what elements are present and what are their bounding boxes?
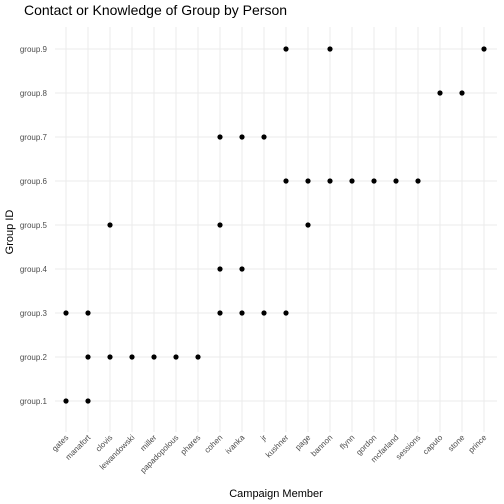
y-tick-label: group.9 bbox=[20, 45, 48, 54]
data-point bbox=[217, 266, 223, 272]
data-point bbox=[415, 178, 421, 184]
x-tick-label: bannon bbox=[309, 433, 334, 458]
data-point bbox=[261, 134, 267, 140]
x-tick-label: page bbox=[293, 433, 312, 452]
data-point bbox=[195, 354, 201, 360]
data-point bbox=[481, 46, 487, 52]
y-tick-label: group.5 bbox=[20, 221, 48, 230]
y-tick-label: group.1 bbox=[20, 397, 48, 406]
grid-lines bbox=[55, 27, 497, 432]
x-tick-label: kushner bbox=[264, 433, 291, 460]
data-point bbox=[63, 310, 69, 316]
x-tick-label: stone bbox=[446, 433, 467, 454]
data-point bbox=[371, 178, 377, 184]
data-point bbox=[327, 178, 333, 184]
data-point bbox=[63, 398, 69, 404]
x-tick-label: miller bbox=[139, 433, 159, 453]
y-tick-label: group.4 bbox=[20, 265, 48, 274]
y-tick-label: group.8 bbox=[20, 89, 48, 98]
y-tick-label: group.6 bbox=[20, 177, 48, 186]
data-point bbox=[85, 398, 91, 404]
data-point bbox=[349, 178, 355, 184]
data-point bbox=[327, 46, 333, 52]
data-point bbox=[283, 310, 289, 316]
x-axis-title: Campaign Member bbox=[229, 488, 323, 500]
x-tick-label: manafort bbox=[64, 433, 93, 462]
data-point bbox=[85, 310, 91, 316]
y-tick-labels: group.1 group.2 group.3 group.4 group.5 group… bbox=[20, 45, 48, 406]
x-tick-label: jr bbox=[258, 433, 268, 443]
data-point bbox=[305, 178, 311, 184]
x-tick-label: phares bbox=[179, 433, 203, 457]
data-point bbox=[261, 310, 267, 316]
data-point bbox=[459, 90, 465, 96]
data-point bbox=[305, 222, 311, 228]
data-point bbox=[283, 178, 289, 184]
y-tick-label: group.7 bbox=[20, 133, 48, 142]
data-point bbox=[437, 90, 443, 96]
y-tick-label: group.2 bbox=[20, 353, 48, 362]
y-axis-title: Group ID bbox=[4, 210, 16, 255]
x-tick-label: ivanka bbox=[224, 433, 247, 456]
data-point bbox=[129, 354, 135, 360]
data-point bbox=[107, 354, 113, 360]
x-tick-label: cohen bbox=[203, 433, 225, 455]
y-tick-label: group.3 bbox=[20, 309, 48, 318]
data-point bbox=[107, 222, 113, 228]
data-point bbox=[217, 134, 223, 140]
data-points bbox=[63, 46, 487, 404]
chart-title: Contact or Knowledge of Group by Person bbox=[24, 2, 287, 18]
data-point bbox=[217, 222, 223, 228]
x-tick-label: gates bbox=[50, 433, 70, 453]
x-tick-label: caputo bbox=[421, 433, 445, 457]
data-point bbox=[393, 178, 399, 184]
data-point bbox=[151, 354, 157, 360]
data-point bbox=[173, 354, 179, 360]
data-point bbox=[239, 134, 245, 140]
data-point bbox=[239, 266, 245, 272]
data-point bbox=[217, 310, 223, 316]
x-tick-label: prince bbox=[467, 433, 489, 455]
data-point bbox=[85, 354, 91, 360]
data-point bbox=[239, 310, 245, 316]
x-tick-label: flynn bbox=[338, 433, 356, 451]
data-point bbox=[283, 46, 289, 52]
